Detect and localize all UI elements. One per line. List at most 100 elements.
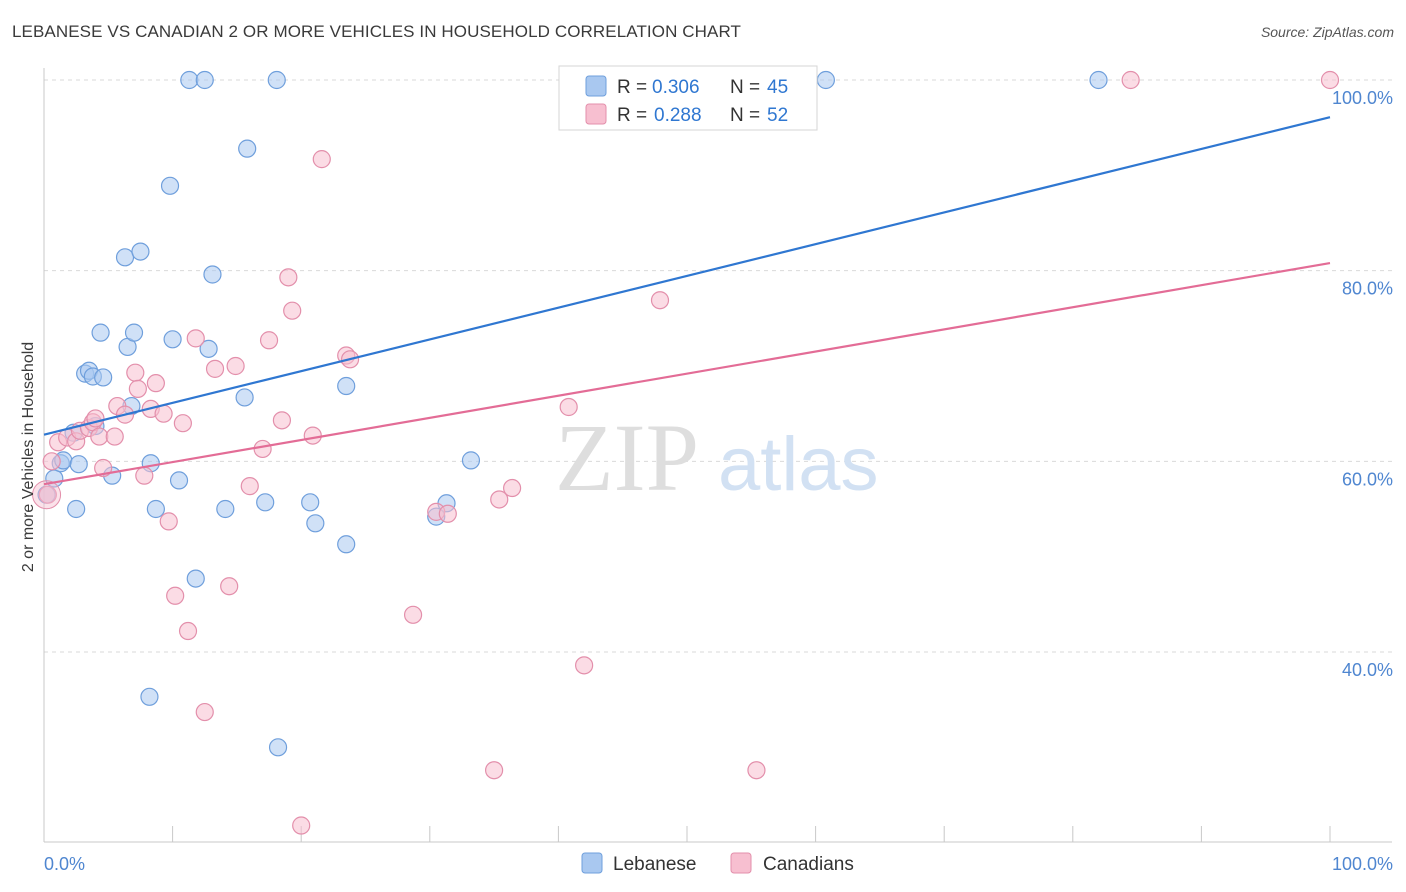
lebanese-point: [235, 388, 254, 407]
canadians-point: [283, 301, 302, 320]
canadians-r-value: 0.288: [654, 105, 702, 126]
lebanese-point: [306, 514, 325, 533]
canadians-point: [226, 356, 245, 376]
canadians-point: [272, 411, 292, 430]
lebanese-point: [1089, 70, 1108, 90]
canadians-n-value: 52: [767, 105, 788, 126]
canadians-point: [126, 363, 145, 382]
lebanese-point: [140, 687, 159, 706]
lebanese-point: [337, 535, 356, 554]
lebanese-point: [461, 451, 481, 470]
canadians-point: [650, 291, 670, 310]
lebanese-point: [180, 70, 199, 90]
y-tick-label: 60.0%: [1342, 469, 1393, 489]
lebanese-point: [267, 70, 286, 90]
chart-title: LEBANESE VS CANADIAN 2 OR MORE VEHICLES …: [12, 22, 742, 41]
canadians-point: [38, 485, 57, 504]
lebanese-point: [146, 499, 165, 519]
y-tick-label: 80.0%: [1342, 279, 1393, 299]
lebanese-point: [94, 368, 113, 387]
canadians-point: [42, 452, 61, 471]
trend-lines: [43, 116, 1331, 486]
lebanese-point: [160, 176, 180, 195]
canadians-point: [253, 439, 272, 459]
canadians-point: [205, 359, 225, 378]
lebanese-swatch: [585, 75, 607, 97]
watermark-atlas: atlas: [718, 422, 879, 507]
legend-canadians-label: Canadians: [763, 854, 854, 875]
y-tick-label: 100.0%: [1332, 88, 1393, 108]
canadians-n-label: N =: [730, 105, 760, 126]
lebanese-point: [115, 248, 135, 267]
lebanese-point: [131, 242, 150, 261]
canadians-point: [575, 656, 594, 675]
y-tick-label: 40.0%: [1342, 660, 1393, 680]
canadians-point: [485, 761, 504, 780]
lebanese-point: [169, 471, 189, 490]
lebanese-point: [256, 493, 275, 512]
canadians-point: [128, 379, 147, 398]
legend-canadians-swatch: [730, 852, 752, 874]
canadians-trend-line: [43, 261, 1331, 486]
lebanese-point: [238, 139, 257, 158]
canadians-point: [559, 397, 578, 417]
lebanese-point: [163, 330, 182, 349]
series-legend: Lebanese Canadians: [581, 852, 854, 875]
canadians-point: [178, 621, 198, 641]
canadians-point: [105, 427, 124, 446]
lebanese-point: [268, 738, 288, 757]
canadians-point: [312, 150, 331, 169]
canadians-point: [220, 577, 239, 596]
lebanese-point: [199, 339, 218, 358]
canadians-point: [303, 426, 322, 445]
grid-lines: [44, 79, 1392, 653]
canadians-point: [166, 586, 185, 605]
canadians-point: [279, 268, 298, 287]
lebanese-r-value: 0.306: [652, 77, 700, 98]
canadians-point: [403, 605, 423, 624]
lebanese-point: [816, 70, 835, 90]
axes: 40.0% 60.0% 80.0% 100.0% 0.0% 100.0%: [43, 68, 1393, 874]
watermark: ZIP atlas: [555, 404, 879, 511]
lebanese-point: [337, 376, 356, 396]
lebanese-n-value: 45: [767, 77, 788, 98]
lebanese-point: [69, 455, 88, 474]
lebanese-point: [67, 499, 86, 519]
canadians-point: [259, 331, 279, 350]
canadians-point: [1121, 70, 1140, 90]
canadians-point: [438, 504, 457, 523]
canadians-point: [503, 478, 522, 498]
cluster-point: [32, 480, 62, 510]
canadians-point: [90, 427, 109, 446]
y-axis-label: 2 or more Vehicles in Household: [20, 342, 37, 572]
canadians-swatch: [585, 103, 607, 125]
legend-lebanese-swatch: [581, 852, 603, 874]
canadians-point: [195, 702, 214, 722]
canadians-point: [146, 374, 165, 393]
canadians-point: [186, 329, 205, 348]
canadians-point: [747, 761, 766, 780]
canadians-r-label: R =: [617, 105, 647, 126]
source-credit: Source: ZipAtlas.com: [1260, 24, 1394, 40]
x-tick-label: 100.0%: [1332, 854, 1393, 874]
lebanese-point: [203, 265, 222, 284]
canadians-point: [240, 477, 259, 496]
correlation-legend: R = 0.306 N = 45 R = 0.288 N = 52: [558, 65, 818, 131]
canadians-point: [173, 414, 192, 433]
canadians-point: [135, 466, 154, 485]
lebanese-r-label: R =: [617, 77, 647, 98]
lebanese-point: [91, 323, 110, 342]
canadians-point: [292, 816, 311, 835]
lebanese-trend-line: [43, 116, 1331, 436]
legend-lebanese-label: Lebanese: [613, 854, 696, 875]
lebanese-n-label: N =: [730, 77, 760, 98]
canadians-point: [490, 490, 509, 509]
watermark-zip: ZIP: [555, 404, 699, 511]
lebanese-point: [195, 70, 214, 90]
canadians-point: [159, 512, 178, 531]
lebanese-point: [216, 499, 235, 519]
canadians-point: [1320, 70, 1340, 90]
lebanese-point: [186, 569, 205, 588]
x-tick-label: 0.0%: [44, 854, 85, 874]
